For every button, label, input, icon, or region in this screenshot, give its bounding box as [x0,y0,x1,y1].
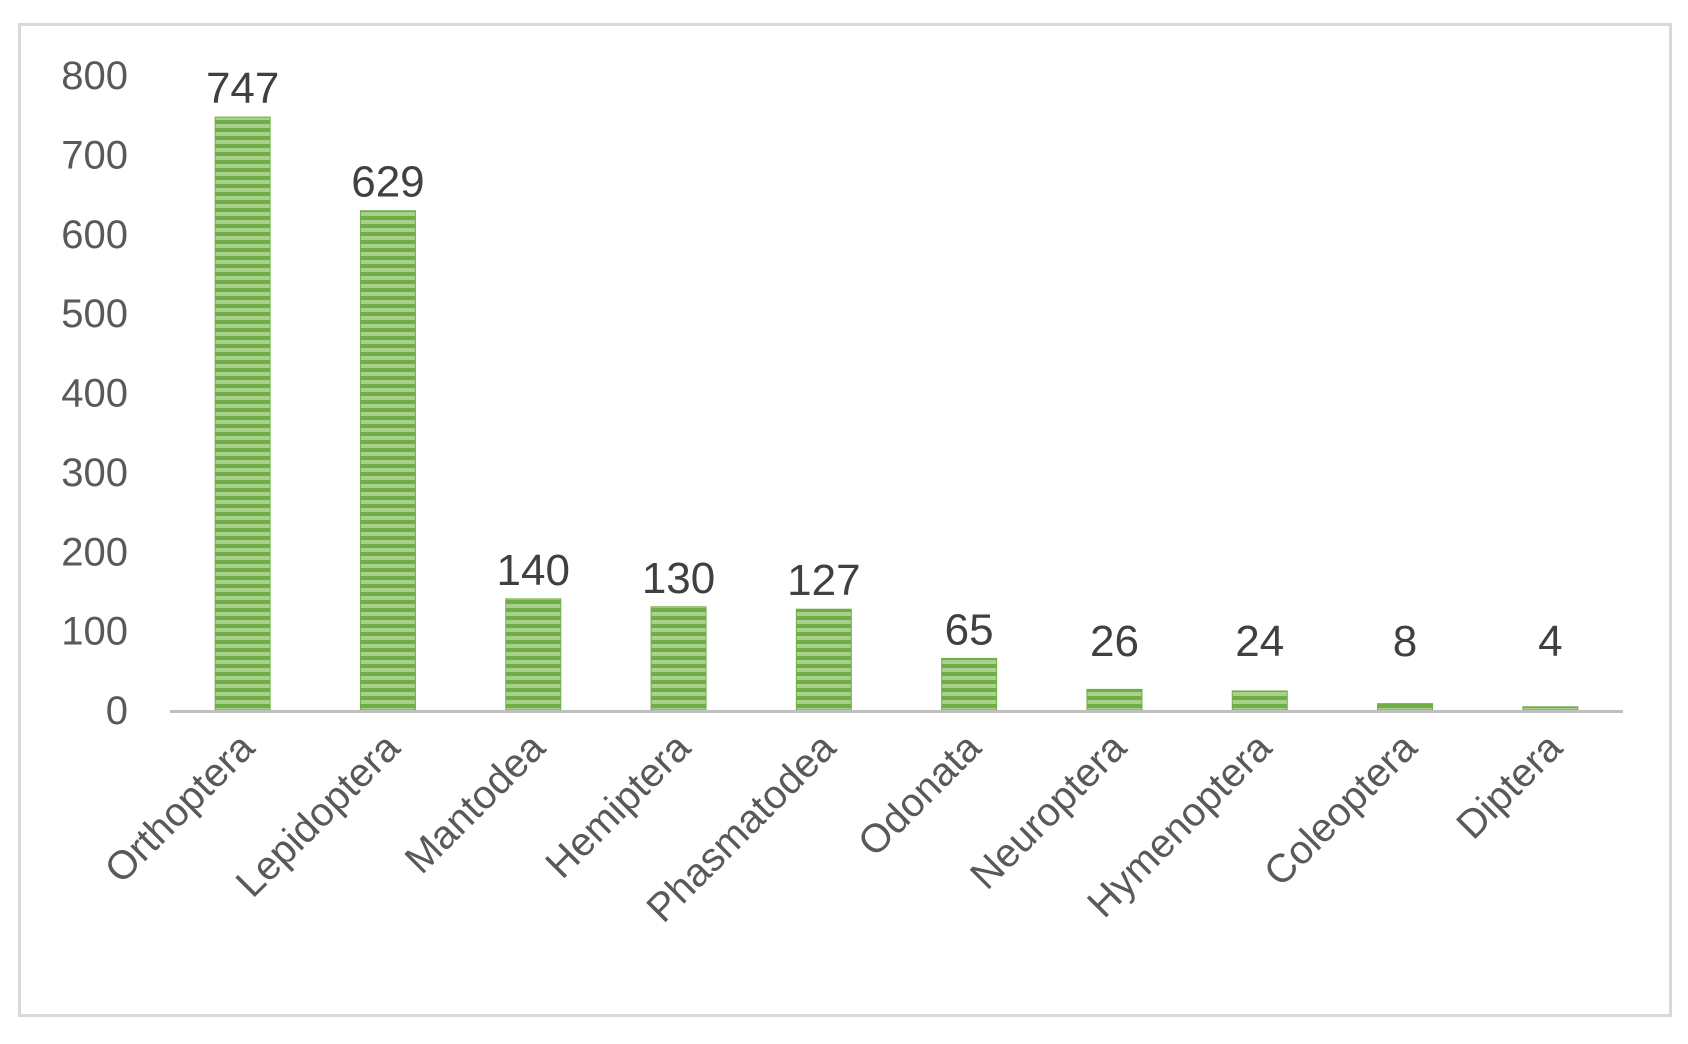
category-label: Mantodea [397,725,554,882]
y-tick-label: 800 [61,54,128,98]
category-label: Coleoptera [1256,725,1426,895]
chart-frame [18,23,1672,1017]
y-tick-label: 500 [61,292,128,336]
y-tick-label: 400 [61,372,128,416]
data-label: 629 [351,158,424,207]
category-label: Odonata [850,725,990,865]
y-axis-ticks: 0 100 200 300 400 500 600 700 800 [61,54,128,733]
y-tick-label: 100 [61,610,128,654]
bar [1522,706,1579,711]
data-label: 65 [945,605,994,654]
bar [1086,688,1143,711]
y-tick-label: 600 [61,213,128,257]
bar [359,210,416,711]
y-tick-label: 0 [106,689,128,733]
data-label: 130 [642,554,715,603]
data-label: 747 [206,64,279,113]
bar [214,116,271,711]
y-tick-label: 300 [61,451,128,495]
data-label: 127 [787,556,860,605]
category-labels: OrthopteraLepidopteraMantodeaHemipteraPh… [97,725,1572,931]
bar [505,598,562,711]
category-label: Diptera [1448,725,1571,848]
data-label: 140 [497,546,570,595]
bars [214,116,1579,711]
data-label: 24 [1235,617,1284,666]
bar [1377,703,1434,711]
data-label: 8 [1393,617,1417,666]
bar [650,606,707,711]
data-label: 4 [1538,617,1562,666]
bar [1231,690,1288,711]
bar [795,608,852,711]
data-labels: 747 629 140 130 127 65 26 24 8 4 [206,64,1563,666]
bar [941,657,998,711]
data-label: 26 [1090,617,1139,666]
y-tick-label: 700 [61,133,128,177]
y-tick-label: 200 [61,530,128,574]
